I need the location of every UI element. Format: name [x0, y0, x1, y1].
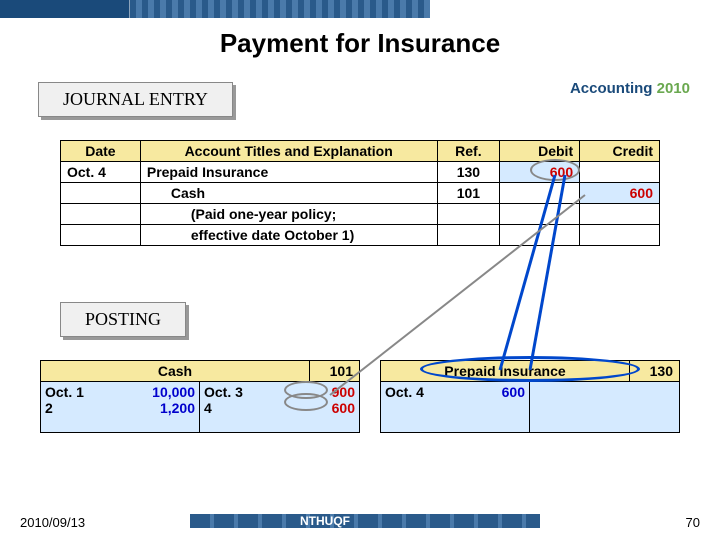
tacc-prepaid-right — [530, 382, 679, 432]
label-journal-entry: JOURNAL ENTRY — [38, 82, 233, 117]
course-text-1: Accounting — [570, 80, 653, 97]
jh-date: Date — [61, 141, 141, 162]
course-text-2: 2010 — [652, 80, 690, 97]
highlight-ring-cash-600 — [284, 393, 328, 411]
jh-credit: Credit — [580, 141, 660, 162]
slide-title: Payment for Insurance — [0, 28, 720, 59]
label-posting: POSTING — [60, 302, 186, 337]
footer-bar — [190, 514, 540, 528]
footer-page: 70 — [686, 515, 700, 530]
highlight-ellipse-prepaid — [420, 356, 640, 382]
journal-table: Date Account Titles and Explanation Ref.… — [60, 140, 660, 246]
highlight-ring-debit — [530, 159, 580, 181]
top-bar-stripes — [130, 0, 430, 18]
tacc-cash-name: Cash — [41, 361, 309, 381]
footer-org: NTHUQF — [300, 514, 350, 528]
tacc-prepaid-left: Oct. 4600 — [381, 382, 530, 432]
jh-debit: Debit — [500, 141, 580, 162]
footer-date: 2010/09/13 — [20, 515, 85, 530]
jh-title: Account Titles and Explanation — [140, 141, 437, 162]
tacc-cash-left: Oct. 110,00021,200 — [41, 382, 200, 432]
course-tag: Accounting 2010 — [570, 80, 690, 97]
tacc-cash-right: Oct. 39004600 — [200, 382, 359, 432]
tacc-cash-num: 101 — [309, 361, 359, 381]
jh-ref: Ref. — [437, 141, 500, 162]
